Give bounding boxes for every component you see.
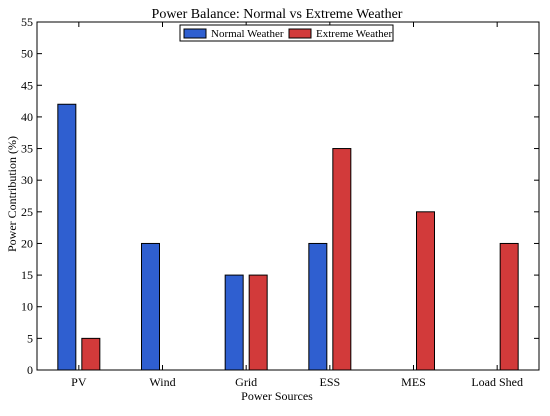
y-tick-label: 10: [21, 300, 33, 314]
bar-normal-weather: [57, 103, 77, 371]
y-tick-label: 45: [21, 78, 33, 92]
bar-extreme-weather: [416, 211, 435, 371]
x-tick-label: PV: [71, 375, 87, 389]
plot-frame: [36, 21, 540, 371]
y-tick-label: 25: [21, 205, 33, 219]
bar-extreme-weather: [81, 337, 101, 371]
bar-extreme-weather: [332, 148, 352, 371]
legend-label: Normal Weather: [211, 28, 284, 40]
chart-title: Power Balance: Normal vs Extreme Weather: [152, 7, 403, 22]
x-tick-label: Wind: [149, 375, 175, 389]
bar-extreme-weather: [499, 242, 519, 371]
y-tick-label: 0: [27, 363, 33, 377]
bar-extreme-weather: [248, 274, 268, 371]
y-tick-label: 40: [21, 110, 33, 124]
bar-normal-weather: [224, 274, 244, 371]
x-tick-label: Load Shed: [471, 375, 523, 389]
y-tick-label: 55: [21, 15, 33, 29]
bar-normal-weather: [141, 242, 160, 371]
bar-normal-weather: [308, 242, 328, 371]
y-tick-label: 15: [21, 268, 33, 282]
legend-swatch: [183, 28, 207, 39]
y-tick-label: 30: [21, 173, 33, 187]
plot-area: 0 5 10 15 20 25 30 35 40 45 50 55 PV Wind Grid ESS MES Lo…: [21, 15, 540, 389]
x-axis-title: Power Sources: [241, 389, 313, 403]
y-tick-label: 20: [21, 236, 33, 250]
legend-box: [179, 24, 394, 42]
x-tick-label: Grid: [235, 375, 257, 389]
y-tick-label: 35: [21, 142, 33, 156]
legend-label: Extreme Weather: [316, 28, 393, 40]
x-tick-label: MES: [401, 375, 426, 389]
y-tick-label: 5: [27, 331, 33, 345]
x-tick-label: ESS: [319, 375, 340, 389]
y-axis-title: Power Contribution (%): [5, 136, 19, 252]
legend-swatch: [288, 28, 312, 39]
y-tick-label: 50: [21, 47, 33, 61]
